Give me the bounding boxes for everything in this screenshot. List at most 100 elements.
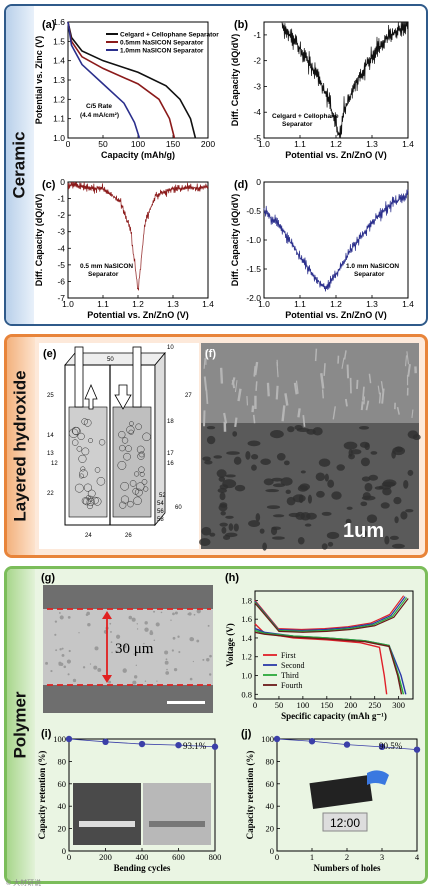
sem-streak [231, 379, 236, 389]
sem-pore [245, 450, 251, 460]
film-texture [160, 611, 163, 614]
particle [121, 437, 129, 444]
legend-label: Fourth [281, 681, 302, 690]
sem-pore [316, 490, 325, 498]
film-texture [109, 622, 112, 625]
sem-pore [283, 460, 290, 466]
legend-label: 0.5mm NaSICON Separator [120, 40, 204, 47]
particle [86, 503, 93, 510]
sem-top-layer [201, 343, 419, 423]
chart-c: 1.0 1.1 1.2 1.3 1.4 0 -1 -2 -3 -4 -5 -6 -7 Potential … [34, 177, 214, 320]
film-texture [63, 665, 67, 669]
annotation: Separator [354, 271, 385, 278]
particle [94, 467, 101, 473]
film-texture [206, 658, 210, 662]
y-tick-label: 60 [58, 779, 67, 789]
ceramic-tab: Ceramic [6, 6, 34, 324]
y-tick-label: 40 [58, 801, 67, 811]
film-texture [110, 630, 112, 633]
sem-streak [411, 409, 414, 418]
film-texture [67, 661, 69, 664]
data-point [211, 743, 219, 750]
sem-streak [332, 406, 336, 420]
y-tick-label: 1.0 [53, 133, 65, 143]
sem-pore [260, 458, 271, 466]
part-number: 18 [167, 419, 174, 425]
sem-streak [380, 381, 384, 392]
sem-pore [272, 483, 286, 488]
sem-pore [202, 456, 211, 461]
legend-label: Celgard + Cellophane Separator [120, 32, 219, 39]
film-texture [173, 668, 178, 672]
retention-annotation: 93.1% [183, 741, 207, 751]
y-tick-label: -3 [253, 81, 261, 91]
sem-pore [199, 538, 211, 547]
y-tick-label: -3 [57, 227, 65, 237]
sem-streak [293, 382, 298, 395]
polymer-tab: Polymer [7, 569, 35, 881]
film-texture [68, 649, 71, 653]
sem-pore [392, 446, 406, 456]
film-texture [45, 661, 49, 665]
panel-label-g: (g) [41, 572, 55, 584]
y-tick-label: 0 [256, 177, 261, 187]
arrow-head-up-icon [102, 611, 112, 619]
sem-streak [407, 363, 411, 377]
sem-streak [254, 361, 259, 376]
sem-streak [377, 385, 381, 395]
film-texture [111, 651, 113, 654]
data-point [413, 746, 421, 753]
sem-pore [307, 494, 312, 504]
x-tick-label: 800 [209, 852, 222, 862]
film-texture [136, 623, 139, 625]
sem-pore [270, 430, 284, 439]
film-texture [165, 658, 168, 661]
film-texture [61, 653, 65, 657]
particle [135, 482, 145, 491]
sem-pore [226, 451, 240, 455]
x-tick-label: 100 [131, 139, 145, 149]
film-texture [94, 646, 99, 651]
x-tick-label: 0 [253, 700, 257, 710]
anode-tab [74, 346, 84, 408]
part-number: 14 [47, 433, 54, 439]
film-texture [67, 616, 71, 619]
charge-curve [254, 598, 409, 633]
sem-streak [321, 389, 324, 399]
layered-section: Layered hydroxide (e) 10 50 25 27 14 18 13 12 17 1… [4, 334, 428, 558]
particle [132, 487, 140, 495]
sem-pore [360, 501, 368, 507]
x-tick-label: 200 [99, 852, 112, 862]
film-texture [66, 659, 71, 664]
particle [83, 418, 92, 427]
y-tick-label: 100 [53, 734, 66, 744]
clamp-right [149, 821, 205, 827]
sem-image-f [199, 343, 421, 551]
x-tick-label: 0 [66, 139, 71, 149]
sem-pore [219, 522, 228, 527]
part-number: 16 [167, 461, 174, 467]
film-texture [133, 675, 138, 679]
sem-streak [405, 355, 408, 367]
particle [128, 429, 134, 435]
part-number: 60 [175, 505, 182, 511]
sem-pore [287, 426, 295, 433]
sem-pore [217, 488, 228, 494]
particle [133, 496, 142, 506]
particle [123, 452, 131, 461]
sem-streak [281, 405, 286, 422]
sem-pore [300, 470, 306, 474]
film-texture [115, 634, 121, 639]
legend-label: First [281, 651, 296, 660]
y-tick-label: 0 [60, 177, 65, 187]
sem-pore [219, 492, 226, 501]
y-tick-label: 1.8 [241, 595, 252, 605]
x-tick-label: 1.2 [330, 299, 342, 309]
x-axis-label: Bending cycles [114, 863, 171, 873]
part-number: 56 [157, 509, 164, 515]
y-tick-label: 80 [266, 756, 275, 766]
sem-pore [225, 515, 234, 519]
sem-pore [271, 536, 285, 540]
particle [91, 496, 99, 505]
